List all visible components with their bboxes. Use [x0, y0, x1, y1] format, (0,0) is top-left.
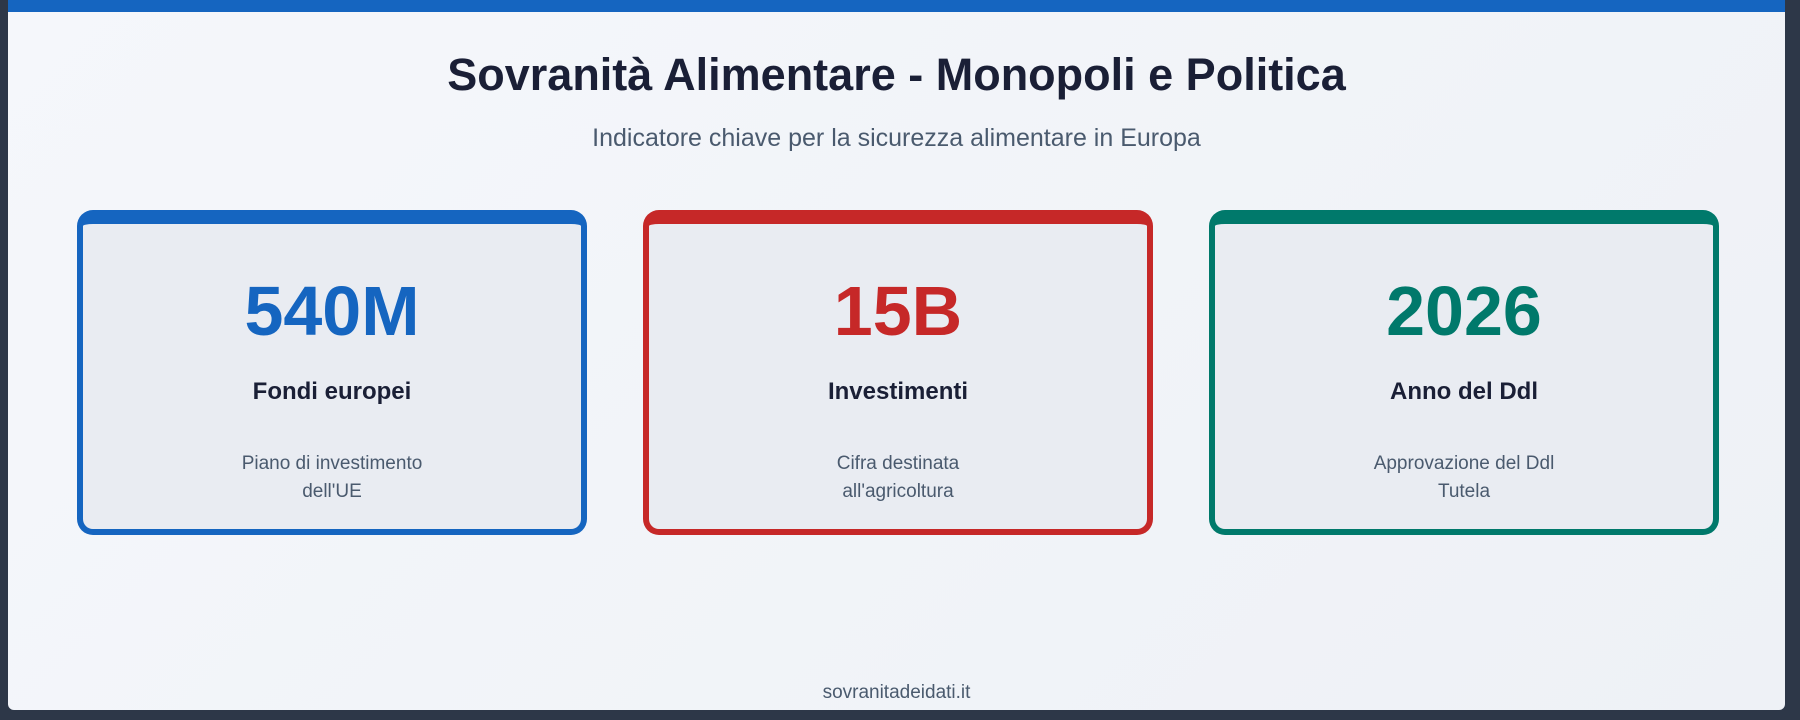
stat-label: Fondi europei: [252, 378, 412, 405]
stat-card-european-funds: 540M Fondi europei Piano di investimento…: [77, 210, 587, 535]
stat-description: Piano di investimento dell'UE: [241, 453, 423, 502]
page-frame: Sovranità Alimentare - Monopoli e Politi…: [8, 0, 1785, 710]
page-title: Sovranità Alimentare - Monopoli e Politi…: [447, 49, 1346, 100]
footer-site-link[interactable]: sovranitadeidati.it: [822, 682, 971, 703]
stat-card-bill-year: 2026 Anno del Ddl Approvazione del Ddl T…: [1209, 210, 1719, 535]
stat-value: 15B: [833, 272, 963, 350]
page-subtitle: Indicatore chiave per la sicurezza alime…: [592, 124, 1201, 152]
stat-label: Investimenti: [827, 378, 969, 405]
stat-value: 540M: [244, 272, 420, 350]
stat-card-investments: 15B Investimenti Cifra destinata all'agr…: [643, 210, 1153, 535]
stat-description: Approvazione del Ddl Tutela: [1373, 453, 1555, 502]
stat-value: 2026: [1386, 272, 1542, 350]
stat-label: Anno del Ddl: [1390, 378, 1538, 405]
stat-description: Cifra destinata all'agricoltura: [836, 453, 960, 502]
